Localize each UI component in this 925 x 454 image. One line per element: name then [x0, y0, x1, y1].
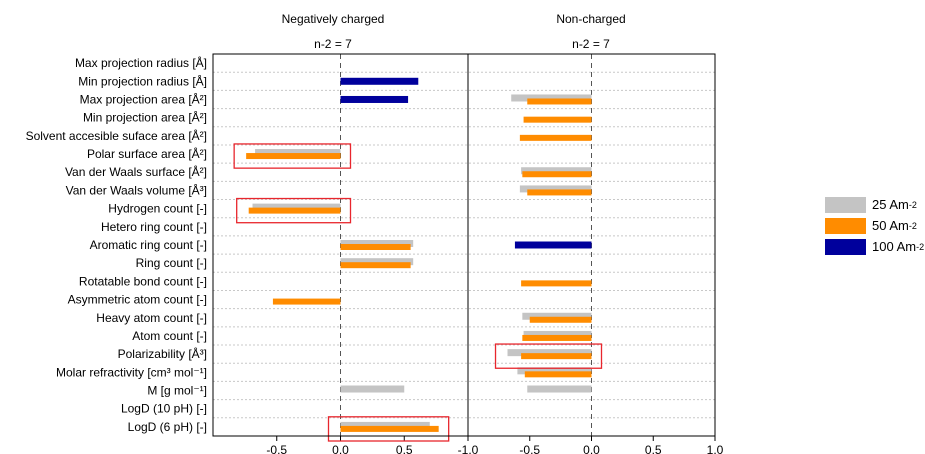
bar-25 [519, 185, 592, 193]
bar-50 [521, 353, 592, 360]
bar-50 [340, 262, 411, 269]
bar-50 [524, 371, 592, 378]
bar-25 [255, 149, 341, 157]
legend-swatch-25 [825, 196, 866, 213]
category-label: Polar surface area [Å²] [87, 146, 207, 161]
bar-50 [521, 280, 592, 287]
bar-50 [340, 425, 439, 432]
x-tick-label: -1.0 [458, 443, 479, 454]
category-label: Ring count [-] [136, 256, 207, 270]
bar-25 [527, 385, 592, 393]
bar-50 [246, 153, 341, 160]
legend-swatch-50 [825, 217, 866, 234]
bar-50 [527, 98, 592, 105]
legend-sup-50: -2 [908, 220, 917, 231]
x-tick-label: 0.0 [332, 443, 349, 454]
category-label: Min projection radius [Å] [78, 73, 207, 88]
bar-50 [527, 189, 592, 196]
bar-25 [340, 385, 405, 393]
legend: 25 Am -2 50 Am -2 100 Am -2 [825, 195, 924, 258]
x-tick-label: -0.5 [519, 443, 540, 454]
category-label: Hydrogen count [-] [108, 202, 207, 216]
bar-50 [529, 316, 592, 323]
legend-sup-100: -2 [916, 241, 925, 252]
category-label: Min projection area [Å²] [83, 110, 207, 125]
legend-label-25: 25 Am [872, 197, 909, 212]
panel-subtitle-left: n-2 = 7 [314, 37, 352, 51]
legend-label-100: 100 Am [872, 239, 917, 254]
bar-100 [340, 77, 419, 85]
bar-50 [522, 171, 592, 178]
bar-25 [511, 94, 592, 102]
bar-25 [340, 240, 414, 247]
bar-50 [272, 298, 341, 305]
bar-50 [522, 334, 592, 341]
panel-subtitle-right: n-2 = 7 [572, 37, 610, 51]
legend-label-50: 50 Am [872, 218, 909, 233]
x-tick-label: 1.0 [707, 443, 724, 454]
panel-title-right: Non-charged [556, 12, 625, 26]
bar-50 [248, 207, 341, 214]
highlight-box [236, 197, 352, 224]
category-label: Atom count [-] [132, 329, 207, 343]
category-label: Rotatable bond count [-] [79, 274, 207, 288]
category-label: LogD (6 pH) [-] [128, 420, 207, 434]
bar-100 [514, 241, 592, 249]
category-label: Aromatic ring count [-] [90, 238, 207, 252]
bar-100 [340, 95, 409, 103]
category-label: Polarizability [Å³] [118, 346, 207, 361]
plot-frame [212, 53, 716, 437]
bar-50 [340, 244, 411, 250]
highlight-box [233, 143, 352, 169]
category-label: Asymmetric atom count [-] [68, 293, 207, 307]
category-label: Max projection radius [Å] [75, 55, 207, 70]
panel-title-left: Negatively charged [282, 12, 385, 26]
x-tick-label: 0.0 [583, 443, 600, 454]
highlight-box [327, 416, 450, 442]
bar-50 [523, 116, 592, 123]
category-label: Molar refractivity [cm³ mol⁻¹] [56, 365, 207, 379]
category-label: M [g mol⁻¹] [147, 384, 207, 398]
legend-item-25: 25 Am -2 [825, 195, 924, 214]
legend-item-100: 100 Am -2 [825, 237, 924, 256]
legend-swatch-100 [825, 238, 866, 255]
x-tick-label: 0.5 [645, 443, 662, 454]
legend-item-50: 50 Am -2 [825, 216, 924, 235]
legend-sup-25: -2 [908, 199, 917, 210]
bar-25 [517, 367, 592, 375]
category-label: Solvent accesible suface area [Å²] [26, 128, 207, 143]
category-label: Van der Waals surface [Å²] [65, 164, 207, 179]
bar-25 [522, 312, 592, 320]
category-label: Heavy atom count [-] [96, 311, 207, 325]
bar-25 [340, 421, 430, 429]
category-label: Max projection area [Å²] [80, 91, 207, 106]
category-label: Hetero ring count [-] [101, 220, 207, 234]
bar-25 [252, 203, 341, 211]
category-label: Van der Waals volume [Å³] [66, 182, 207, 197]
x-tick-label: -0.5 [266, 443, 287, 454]
x-tick-label: 0.5 [396, 443, 413, 454]
bar-25 [521, 167, 592, 175]
category-label: LogD (10 pH) [-] [121, 402, 207, 416]
bar-25 [340, 258, 414, 266]
bar-50 [519, 134, 592, 141]
bar-25 [523, 330, 592, 338]
bar-25 [507, 349, 592, 357]
highlight-box [494, 343, 603, 369]
